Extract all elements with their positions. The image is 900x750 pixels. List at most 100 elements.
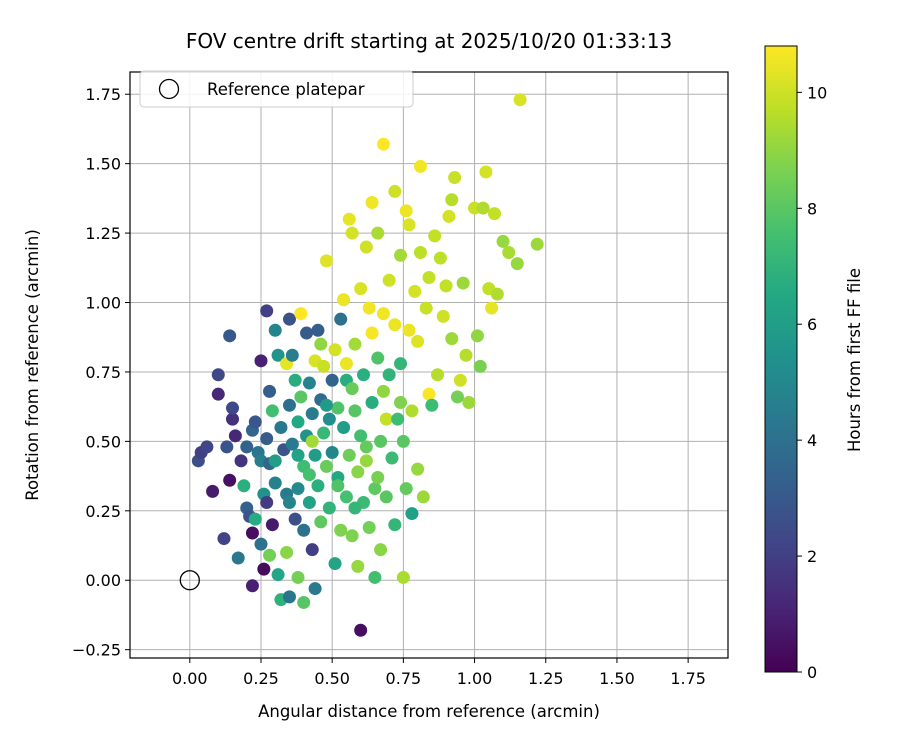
y-tick-label: 0.50 bbox=[85, 432, 121, 451]
data-point bbox=[305, 407, 319, 421]
data-point bbox=[291, 570, 305, 584]
data-point bbox=[268, 323, 282, 337]
data-point bbox=[348, 337, 362, 351]
data-point bbox=[450, 390, 464, 404]
data-point bbox=[226, 401, 240, 415]
data-point bbox=[388, 518, 402, 532]
data-point bbox=[402, 218, 416, 232]
data-point bbox=[416, 490, 430, 504]
data-point bbox=[445, 193, 459, 207]
data-point bbox=[359, 454, 373, 468]
data-point bbox=[268, 476, 282, 490]
y-tick-label: 1.25 bbox=[85, 224, 121, 243]
legend-label-reference-platepar: Reference platepar bbox=[207, 80, 365, 99]
legend-box bbox=[139, 70, 414, 108]
data-point bbox=[394, 357, 408, 371]
data-point bbox=[322, 501, 336, 515]
data-point bbox=[345, 226, 359, 240]
data-point bbox=[254, 537, 268, 551]
data-point bbox=[422, 387, 436, 401]
data-point bbox=[382, 273, 396, 287]
data-point bbox=[339, 490, 353, 504]
data-point bbox=[368, 482, 382, 496]
data-point bbox=[328, 343, 342, 357]
data-point bbox=[245, 579, 259, 593]
data-point bbox=[245, 526, 259, 540]
data-point bbox=[419, 301, 433, 315]
data-point bbox=[408, 284, 422, 298]
data-point bbox=[439, 279, 453, 293]
data-point bbox=[302, 468, 316, 482]
data-point bbox=[317, 359, 331, 373]
data-point bbox=[223, 473, 237, 487]
data-point bbox=[302, 376, 316, 390]
data-point bbox=[325, 373, 339, 387]
data-point bbox=[334, 523, 348, 537]
data-point bbox=[490, 287, 504, 301]
data-point bbox=[305, 434, 319, 448]
data-point bbox=[311, 323, 325, 337]
data-point bbox=[371, 470, 385, 484]
data-point bbox=[445, 332, 459, 346]
data-point bbox=[297, 595, 311, 609]
data-point bbox=[317, 426, 331, 440]
reference-platepar-marker bbox=[179, 570, 200, 591]
colorbar-gradient bbox=[765, 46, 797, 672]
x-tick-label: 1.50 bbox=[599, 669, 635, 688]
data-point bbox=[319, 459, 333, 473]
data-point bbox=[396, 434, 410, 448]
data-point bbox=[220, 440, 234, 454]
data-point bbox=[334, 312, 348, 326]
data-point bbox=[402, 323, 416, 337]
colorbar-ticks: 0 2 4 6 8 10 bbox=[797, 83, 827, 682]
data-point bbox=[405, 404, 419, 418]
data-point bbox=[510, 257, 524, 271]
data-point bbox=[365, 326, 379, 340]
data-points bbox=[179, 93, 544, 637]
y-tick-label: 1.00 bbox=[85, 294, 121, 313]
data-point bbox=[285, 348, 299, 362]
data-point bbox=[362, 301, 376, 315]
x-tick-label: 0.25 bbox=[243, 669, 279, 688]
data-point bbox=[413, 159, 427, 173]
x-tick-label: 0.75 bbox=[386, 669, 422, 688]
x-axis-ticks: 0.00 0.25 0.50 0.75 1.00 1.25 1.50 1.75 bbox=[172, 658, 706, 688]
data-point bbox=[342, 212, 356, 226]
x-tick-label: 1.75 bbox=[670, 669, 706, 688]
data-point bbox=[351, 465, 365, 479]
y-tick-label: 1.50 bbox=[85, 155, 121, 174]
data-point bbox=[405, 507, 419, 521]
data-point bbox=[271, 568, 285, 582]
data-point bbox=[311, 479, 325, 493]
data-point bbox=[291, 448, 305, 462]
data-point bbox=[268, 454, 282, 468]
data-point bbox=[271, 348, 285, 362]
data-point bbox=[319, 254, 333, 268]
legend: Reference platepar bbox=[139, 70, 414, 108]
data-point bbox=[300, 326, 314, 340]
x-tick-label: 0.50 bbox=[314, 669, 350, 688]
colorbar-tick-label: 6 bbox=[807, 315, 817, 334]
data-point bbox=[354, 429, 368, 443]
legend-marker-reference-platepar bbox=[158, 78, 180, 100]
y-tick-label: 0.00 bbox=[85, 571, 121, 590]
data-point bbox=[282, 398, 296, 412]
data-point bbox=[365, 196, 379, 210]
data-point bbox=[302, 495, 316, 509]
data-point bbox=[288, 373, 302, 387]
data-point bbox=[374, 434, 388, 448]
data-point bbox=[442, 209, 456, 223]
colorbar-tick-label: 4 bbox=[807, 431, 817, 450]
data-point bbox=[308, 582, 322, 596]
data-point bbox=[496, 234, 510, 248]
data-point bbox=[319, 398, 333, 412]
y-tick-label: 0.75 bbox=[85, 363, 121, 382]
data-point bbox=[265, 404, 279, 418]
colorbar-label: Hours from first FF file bbox=[845, 268, 864, 452]
colorbar-tick-label: 10 bbox=[807, 83, 827, 102]
data-point bbox=[260, 432, 274, 446]
data-point bbox=[431, 368, 445, 382]
colorbar-tick-label: 8 bbox=[807, 199, 817, 218]
data-point bbox=[288, 512, 302, 526]
